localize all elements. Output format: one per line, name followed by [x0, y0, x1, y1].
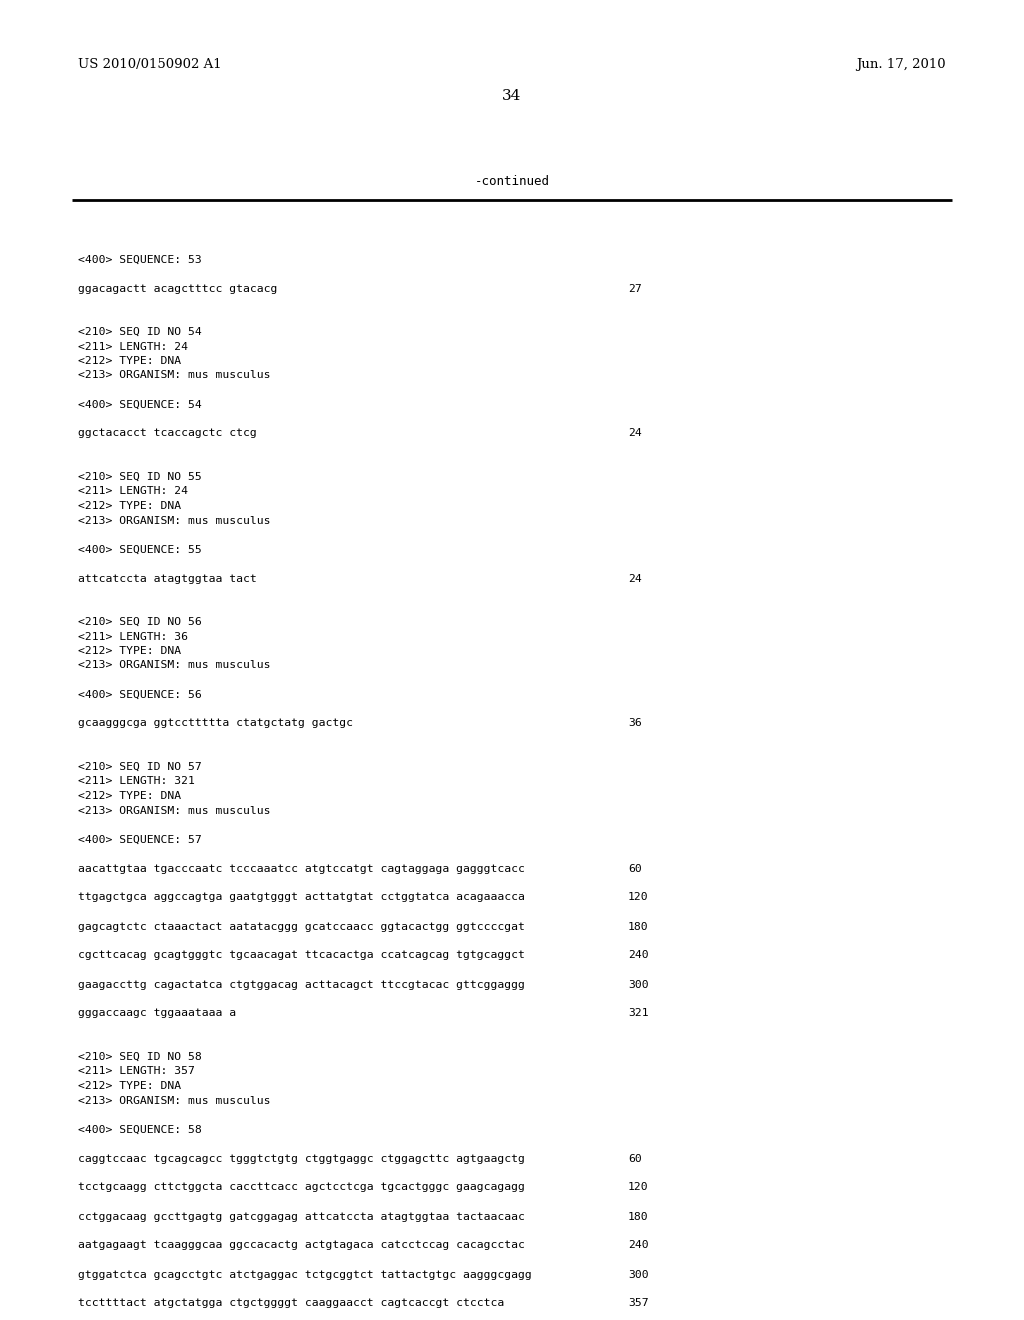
Text: <211> LENGTH: 36: <211> LENGTH: 36: [78, 631, 188, 642]
Text: <211> LENGTH: 357: <211> LENGTH: 357: [78, 1067, 195, 1077]
Text: <210> SEQ ID NO 58: <210> SEQ ID NO 58: [78, 1052, 202, 1063]
Text: gtggatctca gcagcctgtc atctgaggac tctgcggtct tattactgtgc aagggcgagg: gtggatctca gcagcctgtc atctgaggac tctgcgg…: [78, 1270, 531, 1279]
Text: 300: 300: [628, 979, 648, 990]
Text: <212> TYPE: DNA: <212> TYPE: DNA: [78, 791, 181, 801]
Text: <400> SEQUENCE: 58: <400> SEQUENCE: 58: [78, 1125, 202, 1134]
Text: cgcttcacag gcagtgggtc tgcaacagat ttcacactga ccatcagcag tgtgcaggct: cgcttcacag gcagtgggtc tgcaacagat ttcacac…: [78, 950, 525, 961]
Text: 24: 24: [628, 429, 642, 438]
Text: ttgagctgca aggccagtga gaatgtgggt acttatgtat cctggtatca acagaaacca: ttgagctgca aggccagtga gaatgtgggt acttatg…: [78, 892, 525, 903]
Text: 120: 120: [628, 1183, 648, 1192]
Text: caggtccaac tgcagcagcc tgggtctgtg ctggtgaggc ctggagcttc agtgaagctg: caggtccaac tgcagcagcc tgggtctgtg ctggtga…: [78, 1154, 525, 1163]
Text: <211> LENGTH: 24: <211> LENGTH: 24: [78, 487, 188, 496]
Text: gggaccaagc tggaaataaa a: gggaccaagc tggaaataaa a: [78, 1008, 237, 1019]
Text: <213> ORGANISM: mus musculus: <213> ORGANISM: mus musculus: [78, 516, 270, 525]
Text: <211> LENGTH: 24: <211> LENGTH: 24: [78, 342, 188, 351]
Text: <211> LENGTH: 321: <211> LENGTH: 321: [78, 776, 195, 787]
Text: <213> ORGANISM: mus musculus: <213> ORGANISM: mus musculus: [78, 371, 270, 380]
Text: <212> TYPE: DNA: <212> TYPE: DNA: [78, 1081, 181, 1092]
Text: 180: 180: [628, 921, 648, 932]
Text: <400> SEQUENCE: 57: <400> SEQUENCE: 57: [78, 834, 202, 845]
Text: <400> SEQUENCE: 54: <400> SEQUENCE: 54: [78, 400, 202, 409]
Text: Jun. 17, 2010: Jun. 17, 2010: [856, 58, 946, 71]
Text: <210> SEQ ID NO 56: <210> SEQ ID NO 56: [78, 616, 202, 627]
Text: <400> SEQUENCE: 53: <400> SEQUENCE: 53: [78, 255, 202, 264]
Text: <213> ORGANISM: mus musculus: <213> ORGANISM: mus musculus: [78, 1096, 270, 1106]
Text: <212> TYPE: DNA: <212> TYPE: DNA: [78, 502, 181, 511]
Text: ggctacacct tcaccagctc ctcg: ggctacacct tcaccagctc ctcg: [78, 429, 257, 438]
Text: 60: 60: [628, 1154, 642, 1163]
Text: 300: 300: [628, 1270, 648, 1279]
Text: <400> SEQUENCE: 56: <400> SEQUENCE: 56: [78, 689, 202, 700]
Text: 60: 60: [628, 863, 642, 874]
Text: <212> TYPE: DNA: <212> TYPE: DNA: [78, 645, 181, 656]
Text: aacattgtaa tgacccaatc tcccaaatcc atgtccatgt cagtaggaga gagggtcacc: aacattgtaa tgacccaatc tcccaaatcc atgtcca…: [78, 863, 525, 874]
Text: 24: 24: [628, 573, 642, 583]
Text: tcctgcaagg cttctggcta caccttcacc agctcctcga tgcactgggc gaagcagagg: tcctgcaagg cttctggcta caccttcacc agctcct…: [78, 1183, 525, 1192]
Text: cctggacaag gccttgagtg gatcggagag attcatccta atagtggtaa tactaacaac: cctggacaag gccttgagtg gatcggagag attcatc…: [78, 1212, 525, 1221]
Text: <400> SEQUENCE: 55: <400> SEQUENCE: 55: [78, 544, 202, 554]
Text: gagcagtctc ctaaactact aatatacggg gcatccaacc ggtacactgg ggtccccgat: gagcagtctc ctaaactact aatatacggg gcatcca…: [78, 921, 525, 932]
Text: <210> SEQ ID NO 57: <210> SEQ ID NO 57: [78, 762, 202, 772]
Text: aatgagaagt tcaagggcaa ggccacactg actgtagaca catcctccag cacagcctac: aatgagaagt tcaagggcaa ggccacactg actgtag…: [78, 1241, 525, 1250]
Text: attcatccta atagtggtaa tact: attcatccta atagtggtaa tact: [78, 573, 257, 583]
Text: US 2010/0150902 A1: US 2010/0150902 A1: [78, 58, 221, 71]
Text: <213> ORGANISM: mus musculus: <213> ORGANISM: mus musculus: [78, 660, 270, 671]
Text: ggacagactt acagctttcc gtacacg: ggacagactt acagctttcc gtacacg: [78, 284, 278, 293]
Text: 357: 357: [628, 1299, 648, 1308]
Text: 240: 240: [628, 1241, 648, 1250]
Text: <212> TYPE: DNA: <212> TYPE: DNA: [78, 356, 181, 366]
Text: gaagaccttg cagactatca ctgtggacag acttacagct ttccgtacac gttcggaggg: gaagaccttg cagactatca ctgtggacag acttaca…: [78, 979, 525, 990]
Text: <210> SEQ ID NO 55: <210> SEQ ID NO 55: [78, 473, 202, 482]
Text: -continued: -continued: [474, 176, 550, 187]
Text: tccttttact atgctatgga ctgctggggt caaggaacct cagtcaccgt ctcctca: tccttttact atgctatgga ctgctggggt caaggaa…: [78, 1299, 504, 1308]
Text: 36: 36: [628, 718, 642, 729]
Text: 34: 34: [503, 88, 521, 103]
Text: <213> ORGANISM: mus musculus: <213> ORGANISM: mus musculus: [78, 805, 270, 816]
Text: 240: 240: [628, 950, 648, 961]
Text: 180: 180: [628, 1212, 648, 1221]
Text: gcaagggcga ggtccttttta ctatgctatg gactgc: gcaagggcga ggtccttttta ctatgctatg gactgc: [78, 718, 353, 729]
Text: <210> SEQ ID NO 54: <210> SEQ ID NO 54: [78, 327, 202, 337]
Text: 120: 120: [628, 892, 648, 903]
Text: 321: 321: [628, 1008, 648, 1019]
Text: 27: 27: [628, 284, 642, 293]
